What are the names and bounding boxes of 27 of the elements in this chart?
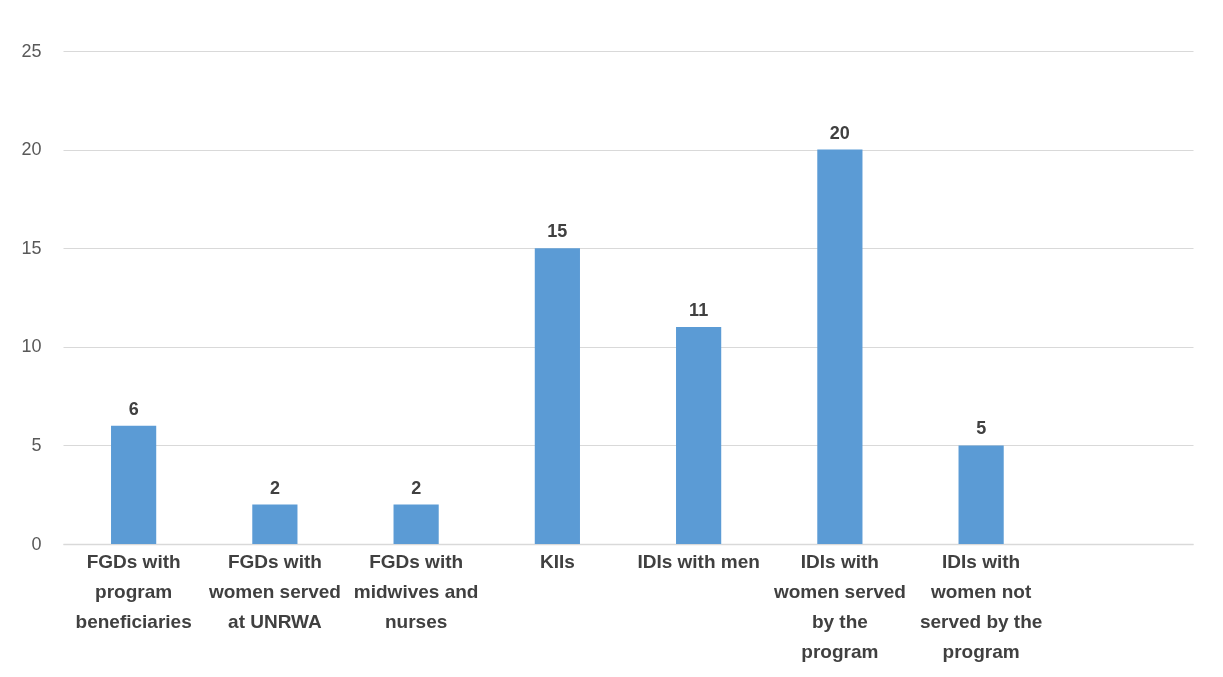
x-tick-label: KIIs xyxy=(539,550,575,572)
data-label: 15 xyxy=(547,221,568,242)
x-tick-label: FGDs with program beneficiaries xyxy=(75,550,192,632)
data-label: 2 xyxy=(269,477,280,498)
bar xyxy=(676,327,722,544)
bar xyxy=(817,149,863,544)
bar xyxy=(958,445,1004,544)
x-tick-label: FGDs with midwives and nurses xyxy=(353,550,479,632)
data-label: 11 xyxy=(689,300,709,321)
bar xyxy=(111,425,157,544)
bar xyxy=(393,504,439,544)
data-label: 2 xyxy=(411,477,422,498)
x-tick-label: FGDs with women served at UNRWA xyxy=(207,550,341,632)
y-tick-label: 25 xyxy=(21,40,42,61)
x-tick-label: IDIs with women served by the program xyxy=(772,550,906,662)
y-tick-label: 0 xyxy=(31,533,42,554)
data-label: 5 xyxy=(976,418,987,439)
x-tick-label: IDIs with women not served by the program xyxy=(919,550,1043,662)
y-tick-label: 10 xyxy=(21,336,42,357)
bar xyxy=(534,248,580,544)
y-tick-label: 5 xyxy=(31,434,42,455)
data-label: 20 xyxy=(829,122,850,143)
bar xyxy=(252,504,298,544)
x-tick-label: IDIs with men xyxy=(637,550,760,572)
data-label: 6 xyxy=(128,398,139,419)
y-tick-label: 15 xyxy=(21,237,42,258)
y-tick-label: 20 xyxy=(21,139,42,160)
